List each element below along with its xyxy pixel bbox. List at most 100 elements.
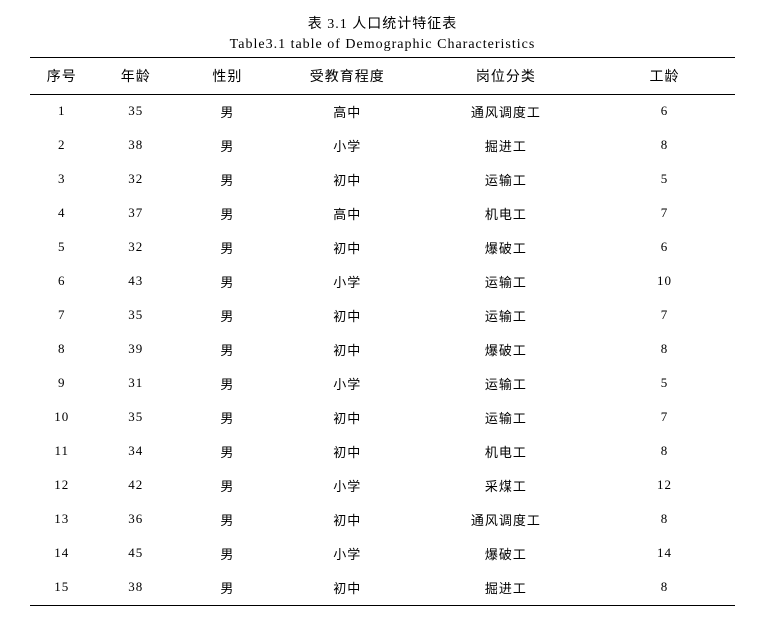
table-cell: 初中 [277, 401, 418, 435]
table-cell: 5 [30, 231, 93, 265]
table-cell: 31 [93, 367, 178, 401]
table-row: 332男初中运输工5 [30, 163, 735, 197]
table-cell: 42 [93, 469, 178, 503]
table-cell: 7 [594, 197, 735, 231]
table-cell: 男 [178, 435, 277, 469]
table-cell: 男 [178, 469, 277, 503]
table-cell: 通风调度工 [418, 503, 594, 537]
table-row: 931男小学运输工5 [30, 367, 735, 401]
table-cell: 45 [93, 537, 178, 571]
table-cell: 男 [178, 571, 277, 606]
table-cell: 机电工 [418, 435, 594, 469]
table-cell: 8 [594, 503, 735, 537]
table-row: 1445男小学爆破工14 [30, 537, 735, 571]
table-cell: 运输工 [418, 163, 594, 197]
table-cell: 7 [594, 299, 735, 333]
table-cell: 采煤工 [418, 469, 594, 503]
table-cell: 8 [594, 571, 735, 606]
table-cell: 8 [594, 435, 735, 469]
table-row: 1538男初中掘进工8 [30, 571, 735, 606]
table-cell: 12 [594, 469, 735, 503]
table-cell: 35 [93, 401, 178, 435]
table-cell: 运输工 [418, 299, 594, 333]
table-cell: 39 [93, 333, 178, 367]
table-cell: 高中 [277, 94, 418, 129]
table-cell: 13 [30, 503, 93, 537]
table-cell: 37 [93, 197, 178, 231]
table-cell: 男 [178, 197, 277, 231]
table-row: 735男初中运输工7 [30, 299, 735, 333]
table-cell: 初中 [277, 163, 418, 197]
table-cell: 12 [30, 469, 93, 503]
table-header-row: 序号 年龄 性别 受教育程度 岗位分类 工龄 [30, 57, 735, 94]
table-cell: 初中 [277, 503, 418, 537]
table-cell: 男 [178, 333, 277, 367]
table-cell: 7 [594, 401, 735, 435]
table-cell: 小学 [277, 469, 418, 503]
table-cell: 男 [178, 265, 277, 299]
table-cell: 8 [594, 129, 735, 163]
table-body: 135男高中通风调度工6238男小学掘进工8332男初中运输工5437男高中机电… [30, 94, 735, 605]
table-cell: 男 [178, 367, 277, 401]
table-cell: 机电工 [418, 197, 594, 231]
table-cell: 7 [30, 299, 93, 333]
table-cell: 运输工 [418, 265, 594, 299]
table-cell: 5 [594, 367, 735, 401]
table-cell: 男 [178, 401, 277, 435]
demographics-table: 序号 年龄 性别 受教育程度 岗位分类 工龄 135男高中通风调度工6238男小… [30, 57, 735, 606]
table-cell: 34 [93, 435, 178, 469]
table-row: 135男高中通风调度工6 [30, 94, 735, 129]
table-cell: 38 [93, 129, 178, 163]
table-cell: 1 [30, 94, 93, 129]
table-row: 839男初中爆破工8 [30, 333, 735, 367]
table-cell: 38 [93, 571, 178, 606]
table-row: 1134男初中机电工8 [30, 435, 735, 469]
col-header-seq: 序号 [30, 57, 93, 94]
table-cell: 高中 [277, 197, 418, 231]
table-cell: 通风调度工 [418, 94, 594, 129]
table-row: 238男小学掘进工8 [30, 129, 735, 163]
table-cell: 9 [30, 367, 93, 401]
table-row: 1242男小学采煤工12 [30, 469, 735, 503]
table-cell: 10 [30, 401, 93, 435]
table-cell: 初中 [277, 435, 418, 469]
table-cell: 运输工 [418, 401, 594, 435]
col-header-sex: 性别 [178, 57, 277, 94]
table-cell: 32 [93, 231, 178, 265]
table-cell: 35 [93, 299, 178, 333]
table-cell: 2 [30, 129, 93, 163]
table-cell: 11 [30, 435, 93, 469]
table-cell: 35 [93, 94, 178, 129]
table-cell: 小学 [277, 537, 418, 571]
table-cell: 男 [178, 503, 277, 537]
table-cell: 32 [93, 163, 178, 197]
table-cell: 8 [30, 333, 93, 367]
table-cell: 10 [594, 265, 735, 299]
table-cell: 男 [178, 231, 277, 265]
table-row: 437男高中机电工7 [30, 197, 735, 231]
table-cell: 15 [30, 571, 93, 606]
col-header-age: 年龄 [93, 57, 178, 94]
table-cell: 初中 [277, 333, 418, 367]
table-cell: 小学 [277, 367, 418, 401]
table-cell: 掘进工 [418, 571, 594, 606]
table-cell: 初中 [277, 571, 418, 606]
table-cell: 初中 [277, 231, 418, 265]
table-cell: 14 [30, 537, 93, 571]
table-cell: 小学 [277, 265, 418, 299]
table-cell: 4 [30, 197, 93, 231]
table-cell: 爆破工 [418, 231, 594, 265]
table-cell: 爆破工 [418, 333, 594, 367]
table-cell: 43 [93, 265, 178, 299]
table-cell: 小学 [277, 129, 418, 163]
table-cell: 3 [30, 163, 93, 197]
table-cell: 男 [178, 537, 277, 571]
table-cell: 6 [594, 231, 735, 265]
table-cell: 36 [93, 503, 178, 537]
table-caption-en: Table3.1 table of Demographic Characteri… [30, 35, 735, 55]
table-row: 1035男初中运输工7 [30, 401, 735, 435]
table-row: 1336男初中通风调度工8 [30, 503, 735, 537]
table-cell: 8 [594, 333, 735, 367]
table-cell: 14 [594, 537, 735, 571]
table-cell: 运输工 [418, 367, 594, 401]
